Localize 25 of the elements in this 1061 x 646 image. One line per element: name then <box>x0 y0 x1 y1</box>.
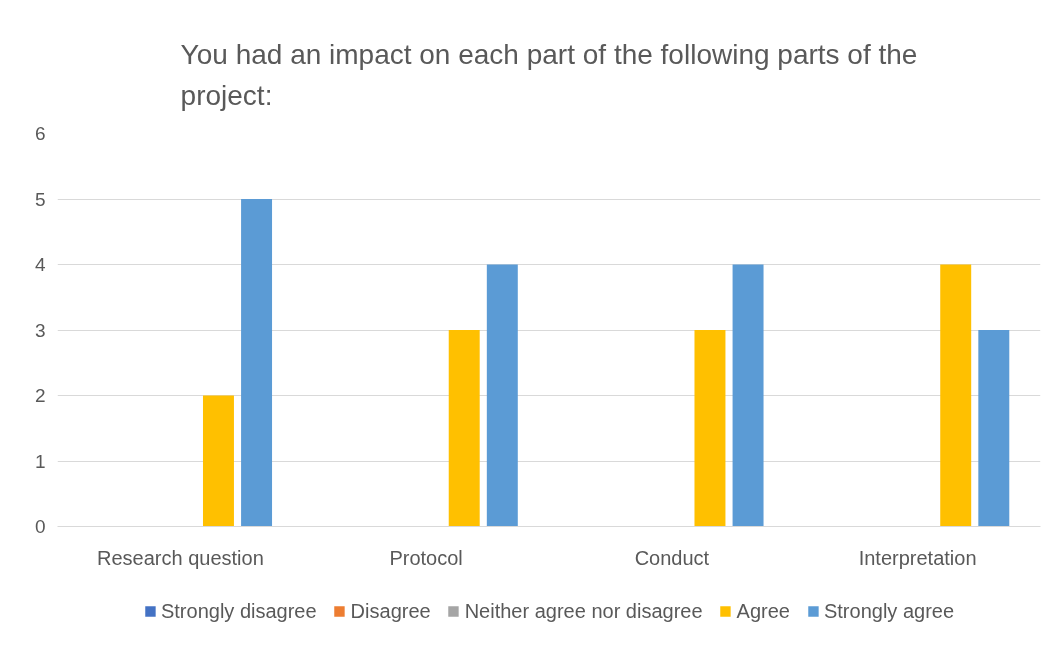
chart-title: You had an impact on each part of the following parts of the project: <box>180 38 918 112</box>
bar <box>732 264 764 527</box>
legend-label: Neither agree nor disagree <box>464 599 703 623</box>
bar <box>241 199 273 527</box>
legend-label: Strongly disagree <box>160 599 317 623</box>
x-tick-label: Conduct <box>634 546 710 569</box>
y-tick-label: 4 <box>34 254 46 275</box>
bar <box>940 264 972 527</box>
bar <box>448 330 480 527</box>
y-tick-label: 2 <box>34 385 46 406</box>
x-tick-label: Research question <box>96 546 264 569</box>
legend-label: Agree <box>736 599 790 623</box>
bar <box>694 330 726 527</box>
bar <box>202 395 234 527</box>
bar <box>978 330 1010 527</box>
y-tick-label: 0 <box>34 516 46 537</box>
y-tick-label: 1 <box>34 450 46 472</box>
y-tick-label: 5 <box>34 188 46 210</box>
legend-label: Strongly agree <box>823 599 955 623</box>
legend-label: Disagree <box>350 599 431 623</box>
bar <box>486 264 518 527</box>
x-tick-label: Interpretation <box>858 546 977 569</box>
y-tick-label: 6 <box>34 123 46 144</box>
x-tick-label: Protocol <box>389 546 463 569</box>
y-tick-label: 3 <box>34 319 46 341</box>
